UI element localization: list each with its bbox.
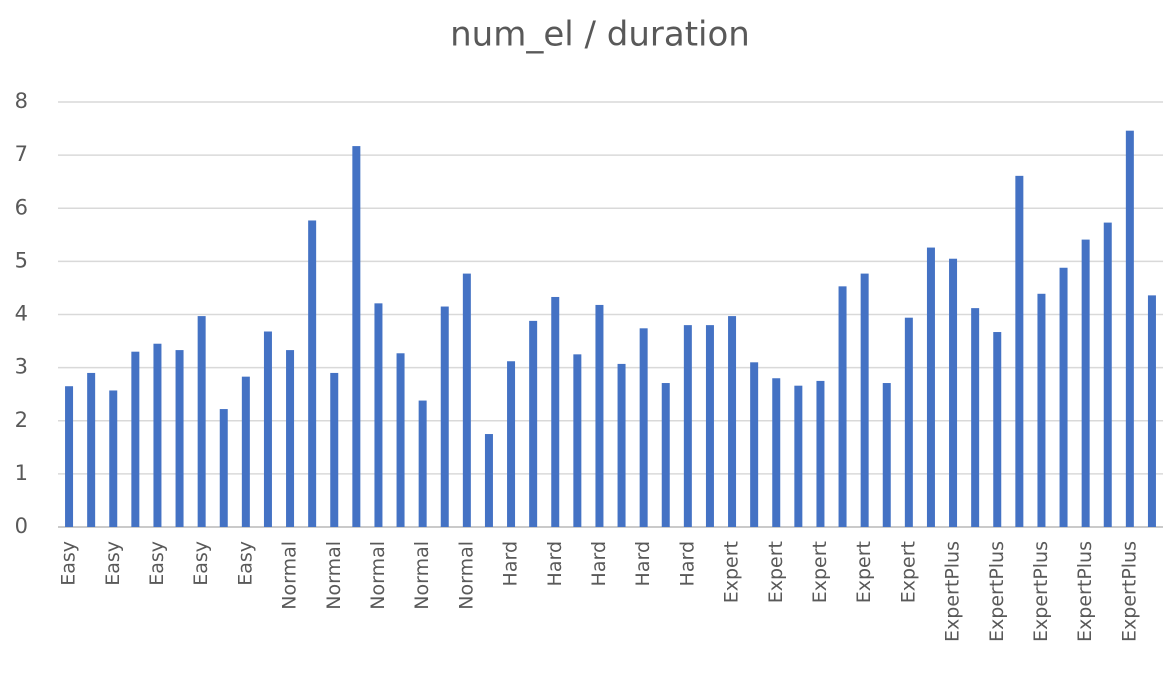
bar	[772, 378, 781, 527]
x-tick-label: Easy	[102, 541, 124, 586]
bar	[308, 220, 317, 527]
bar	[440, 306, 449, 527]
bar	[153, 343, 162, 527]
bar	[683, 325, 692, 527]
y-tick-label: 4	[15, 302, 28, 326]
bar	[352, 146, 361, 527]
x-tick-label: Normal	[367, 541, 389, 610]
bar	[617, 363, 626, 527]
bar	[263, 331, 272, 527]
bar	[816, 380, 825, 527]
bar	[109, 390, 118, 527]
bar	[926, 247, 935, 527]
y-tick-label: 3	[15, 355, 28, 379]
x-tick-label: Expert	[853, 541, 875, 603]
x-tick-label: Hard	[500, 541, 522, 586]
bar	[507, 361, 516, 527]
bar	[728, 316, 737, 527]
x-tick-label: Expert	[809, 541, 831, 603]
chart-title: num_el / duration	[450, 15, 750, 55]
x-tick-label: Normal	[411, 541, 433, 610]
bar	[529, 320, 538, 527]
bar	[573, 354, 582, 527]
bar	[639, 328, 648, 527]
x-tick-label: Easy	[58, 541, 80, 586]
x-tick-label: Easy	[146, 541, 168, 586]
y-tick-label: 2	[15, 408, 28, 432]
bar	[418, 400, 427, 527]
bar	[551, 296, 560, 527]
bar	[971, 308, 980, 527]
y-tick-label: 7	[15, 142, 28, 166]
x-tick-label: Hard	[588, 541, 610, 586]
y-tick-label: 8	[15, 89, 28, 113]
x-tick-label: Expert	[721, 541, 743, 603]
bar	[1081, 239, 1090, 527]
bar	[750, 362, 759, 527]
bar	[794, 385, 803, 527]
bar	[1125, 130, 1134, 527]
x-tick-label: Normal	[279, 541, 301, 610]
bar	[1059, 267, 1068, 527]
bar	[330, 372, 339, 527]
bar	[219, 409, 228, 527]
bar	[1037, 293, 1046, 527]
bar	[374, 303, 383, 527]
bar	[396, 353, 405, 527]
y-tick-label: 6	[15, 195, 28, 219]
x-tick-label: ExpertPlus	[1074, 541, 1096, 642]
bar	[241, 376, 250, 527]
bar	[1147, 295, 1156, 527]
bar	[87, 372, 96, 527]
bar	[838, 286, 847, 527]
x-tick-label: Easy	[190, 541, 212, 586]
x-tick-label: Normal	[455, 541, 477, 610]
x-tick-label: Expert	[897, 541, 919, 603]
x-tick-label: ExpertPlus	[986, 541, 1008, 642]
bar	[705, 325, 714, 527]
bar	[175, 350, 184, 527]
bar	[661, 383, 670, 527]
x-tick-label: Hard	[632, 541, 654, 586]
bar	[462, 273, 471, 527]
bar	[484, 434, 493, 527]
x-tick-label: ExpertPlus	[1030, 541, 1052, 642]
x-tick-label: ExpertPlus	[1118, 541, 1140, 642]
bar	[131, 351, 140, 527]
x-tick-label: Expert	[765, 541, 787, 603]
bar	[286, 350, 295, 527]
bar	[904, 317, 913, 527]
x-tick-label: Hard	[676, 541, 698, 586]
bar	[949, 258, 958, 527]
bar	[882, 383, 891, 527]
bar	[65, 386, 74, 527]
y-tick-label: 1	[15, 461, 28, 485]
bar	[993, 332, 1002, 527]
bar	[860, 273, 869, 527]
bar	[1103, 222, 1112, 527]
bar	[197, 316, 206, 527]
bar	[595, 304, 604, 527]
x-tick-label: Hard	[544, 541, 566, 586]
x-tick-label: Easy	[234, 541, 256, 586]
y-tick-label: 5	[15, 248, 28, 272]
y-tick-label: 0	[15, 514, 28, 538]
x-tick-label: Normal	[323, 541, 345, 610]
bar	[1015, 175, 1024, 527]
x-tick-label: ExpertPlus	[942, 541, 964, 642]
